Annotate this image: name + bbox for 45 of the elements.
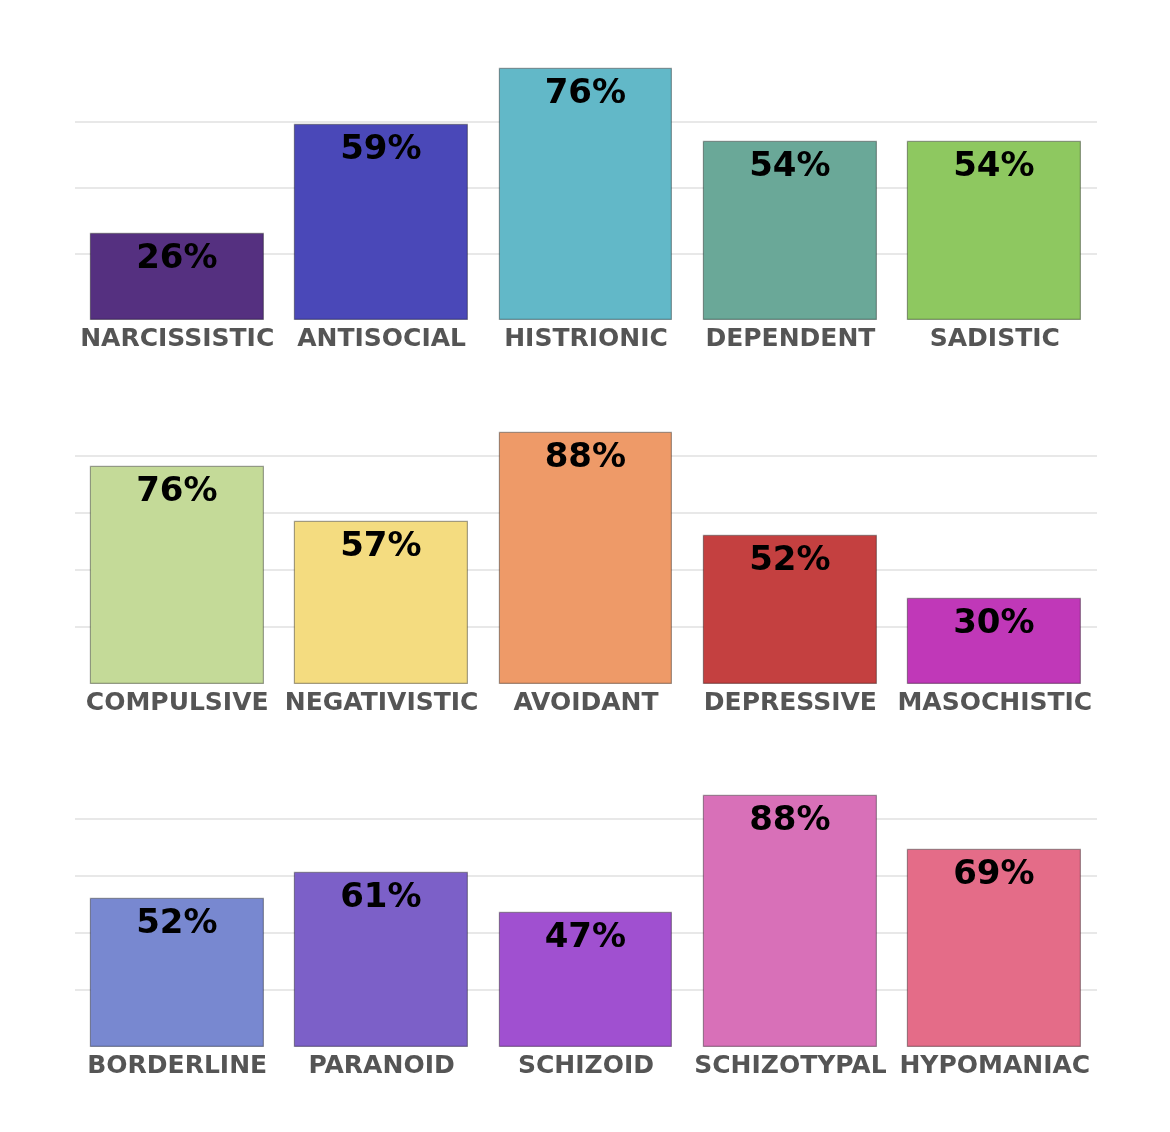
bar — [293, 871, 468, 1047]
data-label: 61% — [340, 875, 422, 916]
bar — [702, 534, 877, 684]
data-label: 88% — [544, 435, 627, 476]
x-tick-label: SCHIZOID — [517, 1050, 655, 1079]
x-tick-label: HISTRIONIC — [504, 323, 668, 352]
x-tick-label: SADISTIC — [929, 323, 1060, 352]
x-tick-label: NARCISSISTIC — [80, 323, 275, 352]
bar — [89, 465, 264, 684]
x-tick-label: AVOIDANT — [513, 687, 659, 716]
x-tick-label: MASOCHISTIC — [897, 687, 1093, 716]
bar — [498, 911, 672, 1047]
x-tick-label: BORDERLINE — [87, 1050, 268, 1079]
x-tick-label: DEPENDENT — [705, 323, 876, 352]
data-label: 54% — [749, 144, 831, 185]
bar — [293, 123, 468, 320]
data-label: 52% — [749, 538, 831, 579]
x-tick-label: NEGATIVISTIC — [284, 687, 479, 716]
data-label: 69% — [953, 852, 1035, 893]
x-tick-label: COMPULSIVE — [85, 687, 269, 716]
bar — [498, 431, 672, 684]
bar — [906, 848, 1081, 1047]
bar — [498, 67, 672, 320]
bar — [293, 520, 468, 684]
x-tick-label: HYPOMANIAC — [899, 1050, 1091, 1079]
x-tick-label: SCHIZOTYPAL — [694, 1050, 887, 1079]
data-label: 54% — [953, 144, 1035, 185]
data-label: 76% — [544, 71, 627, 112]
bar — [906, 140, 1081, 320]
data-label: 30% — [953, 601, 1035, 642]
x-tick-label: DEPRESSIVE — [703, 687, 877, 716]
bar — [89, 897, 264, 1047]
data-label: 52% — [136, 901, 218, 942]
data-label: 59% — [340, 127, 422, 168]
data-label: 76% — [136, 469, 218, 510]
data-label: 57% — [340, 524, 422, 565]
bar — [89, 232, 264, 320]
x-tick-label: ANTISOCIAL — [297, 323, 467, 352]
x-tick-label: PARANOID — [308, 1050, 455, 1079]
bar — [702, 140, 877, 320]
data-label: 88% — [749, 798, 831, 839]
bar — [906, 597, 1081, 684]
data-label: 26% — [136, 236, 218, 277]
data-label: 47% — [544, 915, 627, 956]
bar — [702, 794, 877, 1047]
